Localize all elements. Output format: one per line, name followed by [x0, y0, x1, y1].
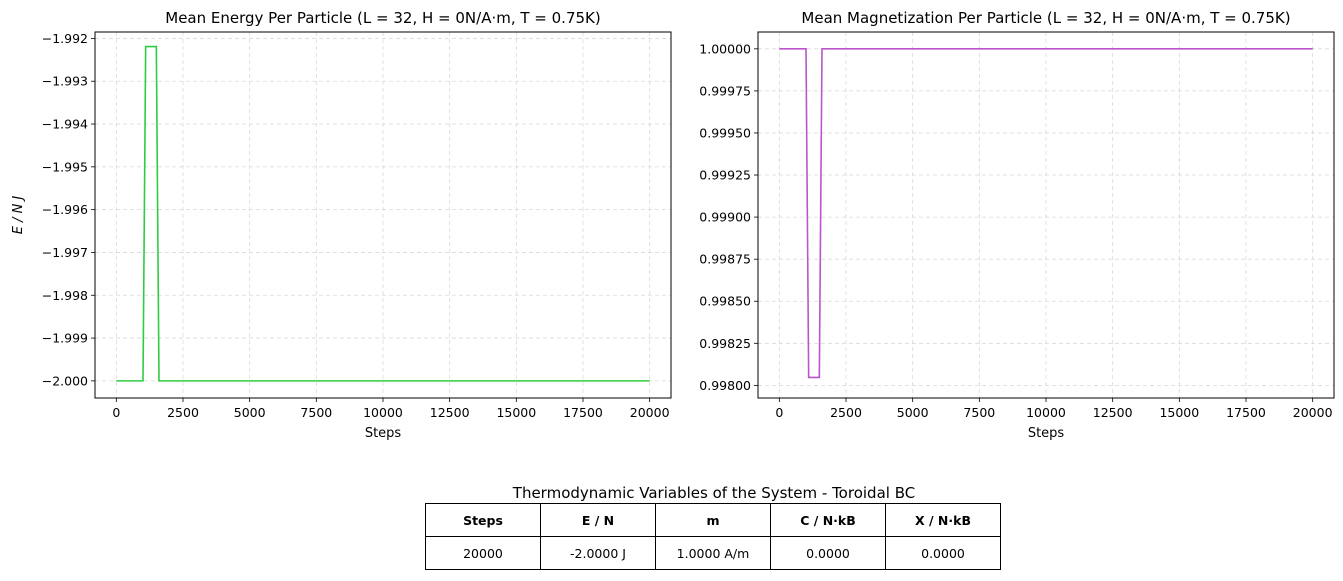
cell-steps: 20000	[425, 536, 541, 570]
x-tick-label: 10000	[1026, 405, 1066, 420]
y-tick-label: −1.998	[42, 288, 88, 303]
cell-heat-capacity: 0.0000	[770, 536, 886, 570]
header-magnetization: m	[655, 503, 771, 537]
chart-title: Mean Magnetization Per Particle (L = 32,…	[801, 9, 1290, 27]
energy-chart: 0 2500 5000 7500 10000 12500 15000 17500 20000 −2…	[11, 9, 672, 441]
x-tick-label: 12500	[430, 405, 470, 420]
y-tick-label: 0.99925	[699, 168, 751, 183]
header-energy: E / N	[540, 503, 656, 537]
y-tick-label: 0.99900	[699, 210, 751, 225]
header-steps: Steps	[425, 503, 541, 537]
x-axis-label: Steps	[1028, 426, 1065, 441]
x-tick-label: 0	[775, 405, 783, 420]
y-tick-label: −1.992	[42, 31, 88, 46]
x-tick-label: 5000	[234, 405, 266, 420]
y-tick-label: −1.999	[42, 331, 88, 346]
plot-frame	[94, 31, 672, 399]
y-tick-label: 0.99950	[699, 125, 751, 140]
cell-magnetization: 1.0000 A/m	[655, 536, 771, 570]
series-line	[116, 45, 650, 382]
y-tick-label: 0.99800	[699, 378, 751, 393]
x-tick-label: 17500	[1226, 405, 1266, 420]
x-tick-label: 20000	[1293, 405, 1333, 420]
y-tick-label: −1.996	[42, 202, 88, 217]
x-tick-label: 15000	[496, 405, 536, 420]
y-tick-label: 0.99975	[699, 83, 751, 98]
table-title: Thermodynamic Variables of the System - …	[512, 484, 916, 502]
gridlines	[95, 32, 671, 398]
table-header-row: Steps E / N m C / N·kB X / N·kB	[425, 503, 1001, 537]
x-tick-label: 5000	[897, 405, 929, 420]
y-tick-label: 1.00000	[699, 41, 751, 56]
y-tick-label: −1.997	[42, 245, 88, 260]
y-tick-label: −1.995	[42, 159, 88, 174]
y-tick-label: −1.994	[42, 117, 88, 132]
x-tick-label: 12500	[1093, 405, 1133, 420]
magnetization-chart: 0 2500 5000 7500 10000 12500 15000 17500 20000 0.…	[680, 9, 1335, 441]
chart-title: Mean Energy Per Particle (L = 32, H = 0N…	[165, 9, 600, 27]
series-line	[779, 48, 1313, 379]
plot-frame	[757, 31, 1335, 399]
y-tick-label: 0.99875	[699, 252, 751, 267]
y-tick-label: 0.99850	[699, 294, 751, 309]
y-axis-label: m	[680, 209, 681, 222]
cell-energy: -2.0000 J	[540, 536, 656, 570]
cell-susceptibility: 0.0000	[885, 536, 1001, 570]
y-axis-label: E / N J	[11, 196, 26, 235]
x-tick-label: 17500	[563, 405, 603, 420]
table-row: 20000 -2.0000 J 1.0000 A/m 0.0000 0.0000	[425, 536, 1001, 570]
x-tick-label: 15000	[1159, 405, 1199, 420]
x-tick-label: 0	[112, 405, 120, 420]
x-tick-label: 20000	[630, 405, 670, 420]
x-axis-label: Steps	[365, 426, 402, 441]
x-tick-label: 2500	[167, 405, 199, 420]
header-heat-capacity: C / N·kB	[770, 503, 886, 537]
y-tick-label: −1.993	[42, 74, 88, 89]
thermo-table: Steps E / N m C / N·kB X / N·kB 20000 -2…	[425, 503, 1001, 570]
x-tick-label: 7500	[300, 405, 332, 420]
x-tick-label: 7500	[963, 405, 995, 420]
header-susceptibility: X / N·kB	[885, 503, 1001, 537]
y-tick-label: 0.99825	[699, 336, 751, 351]
gridlines	[758, 32, 1334, 398]
x-tick-label: 10000	[363, 405, 403, 420]
x-tick-label: 2500	[830, 405, 862, 420]
y-tick-label: −2.000	[42, 373, 88, 388]
